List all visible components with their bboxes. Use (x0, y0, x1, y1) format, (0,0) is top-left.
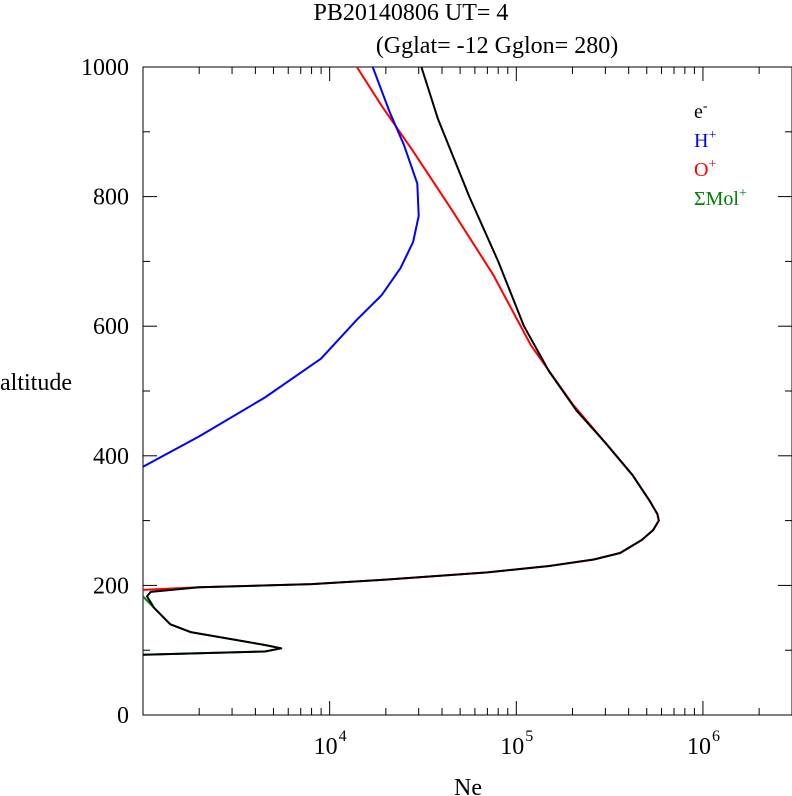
chart-subtitle: (Gglat= -12 Gglon= 280) (376, 33, 618, 59)
legend-entry: e- (694, 99, 708, 123)
series-line-0 (142, 66, 660, 656)
y-tick-label: 1000 (81, 55, 129, 81)
y-tick-label: 400 (93, 444, 129, 470)
x-axis-label: Ne (454, 775, 482, 796)
series-lines (142, 66, 660, 656)
x-tick-labels: 10 4 10 5 10 6 (314, 728, 720, 760)
legend-entry: H+ (694, 128, 716, 152)
axis-ticks (142, 66, 792, 716)
series-line-2 (142, 66, 660, 591)
y-tick-label: 800 (93, 185, 129, 211)
x-tick-label: 10 (500, 734, 524, 760)
series-line-3 (142, 595, 283, 656)
legend-entry: O+ (694, 157, 716, 181)
y-tick-label: 0 (117, 703, 129, 729)
x-tick-label-exponent: 4 (339, 728, 347, 745)
legend-entry: ΣMol+ (694, 186, 747, 210)
x-tick-label: 10 (687, 734, 711, 760)
y-tick-label: 200 (93, 573, 129, 599)
x-tick-label: 10 (314, 734, 338, 760)
y-tick-labels: 0 200 400 600 800 1000 (81, 55, 129, 729)
y-tick-label: 600 (93, 314, 129, 340)
series-line-1 (142, 66, 420, 468)
y-axis-label: altitude (0, 370, 72, 396)
x-tick-label-exponent: 6 (712, 728, 720, 745)
legend: e- H+ O+ ΣMol+ (694, 99, 747, 210)
x-tick-label-exponent: 5 (525, 728, 533, 745)
chart-title: PB20140806 UT= 4 (314, 0, 509, 26)
